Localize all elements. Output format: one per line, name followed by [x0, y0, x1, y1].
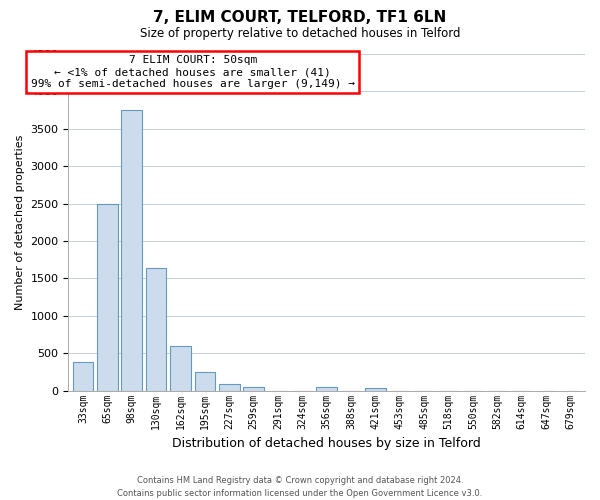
Text: 7, ELIM COURT, TELFORD, TF1 6LN: 7, ELIM COURT, TELFORD, TF1 6LN	[154, 10, 446, 25]
Bar	[194, 372, 215, 390]
Bar	[73, 362, 94, 390]
Y-axis label: Number of detached properties: Number of detached properties	[15, 134, 25, 310]
Text: Contains HM Land Registry data © Crown copyright and database right 2024.
Contai: Contains HM Land Registry data © Crown c…	[118, 476, 482, 498]
Bar	[146, 268, 166, 390]
Bar	[365, 388, 386, 390]
Bar	[121, 110, 142, 390]
Bar	[97, 204, 118, 390]
Bar	[316, 387, 337, 390]
Bar	[170, 346, 191, 391]
Text: 7 ELIM COURT: 50sqm
← <1% of detached houses are smaller (41)
99% of semi-detach: 7 ELIM COURT: 50sqm ← <1% of detached ho…	[31, 56, 355, 88]
Text: Size of property relative to detached houses in Telford: Size of property relative to detached ho…	[140, 28, 460, 40]
X-axis label: Distribution of detached houses by size in Telford: Distribution of detached houses by size …	[172, 437, 481, 450]
Bar	[243, 386, 264, 390]
Bar	[219, 384, 239, 390]
